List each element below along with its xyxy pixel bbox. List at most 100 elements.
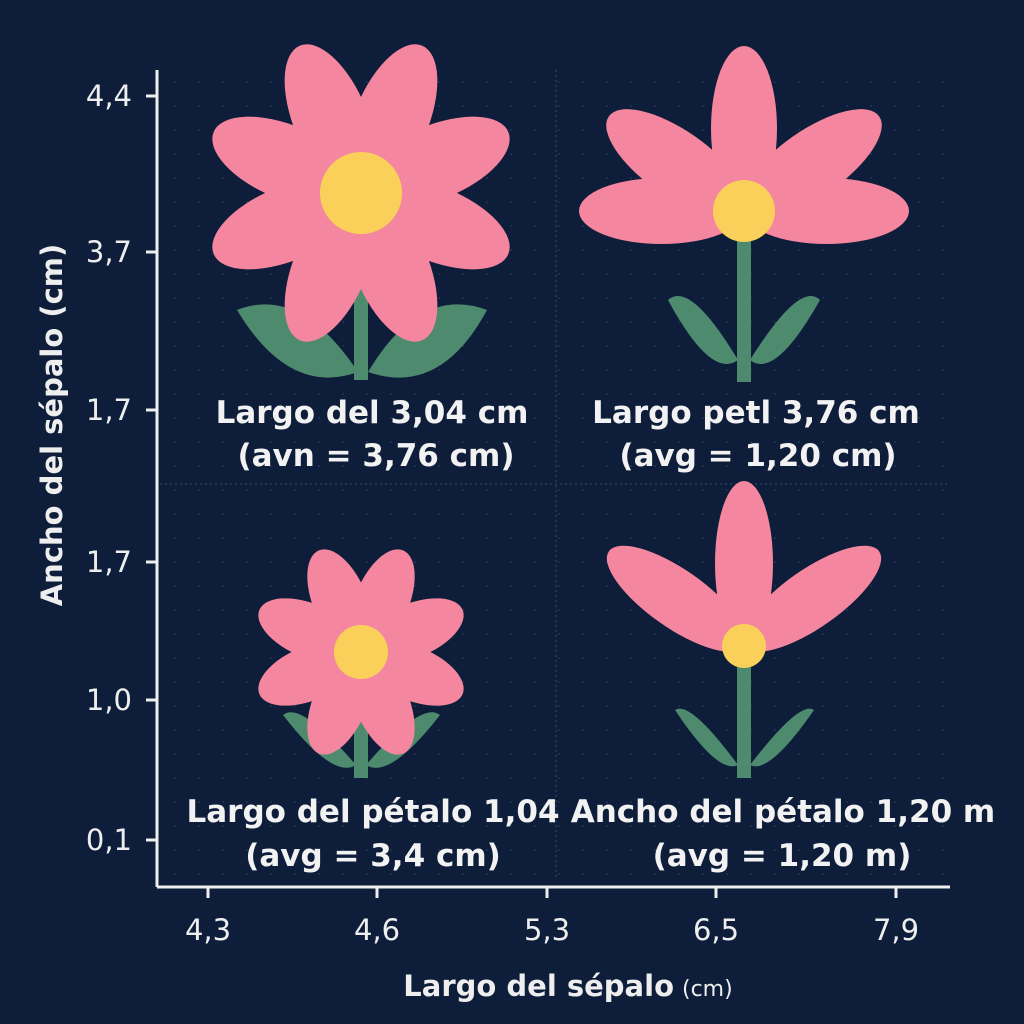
grid-dot: [198, 705, 200, 707]
panel-label-line1: Ancho del pétalo 1,20 m: [571, 794, 995, 830]
grid-dot: [942, 633, 944, 635]
grid-dot: [198, 825, 200, 827]
grid-dot: [630, 249, 632, 251]
grid-dot: [750, 825, 752, 827]
grid-dot: [894, 681, 896, 683]
grid-dot: [606, 681, 608, 683]
grid-dot: [678, 369, 680, 371]
grid-dot: [462, 81, 464, 83]
grid-dot: [678, 105, 680, 107]
grid-dot: [726, 801, 728, 803]
grid-dot: [630, 609, 632, 611]
grid-dot: [702, 393, 704, 395]
grid-dot: [222, 801, 224, 803]
grid-dot: [654, 825, 656, 827]
grid-dot: [462, 441, 464, 443]
grid-dot: [390, 489, 392, 491]
grid-dot: [174, 537, 176, 539]
grid-dot: [846, 537, 848, 539]
grid-dot: [918, 177, 920, 179]
grid-dot: [918, 513, 920, 515]
grid-dot: [582, 489, 584, 491]
grid-dot: [942, 177, 944, 179]
grid-dot: [174, 729, 176, 731]
grid-dot: [630, 705, 632, 707]
grid-dot: [798, 417, 800, 419]
leaf: [750, 708, 814, 767]
grid-dot: [582, 225, 584, 227]
x-tick-label: 6,5: [693, 913, 739, 947]
grid-dot: [894, 705, 896, 707]
grid-dot: [342, 465, 344, 467]
grid-dot: [534, 129, 536, 131]
grid-dot: [702, 105, 704, 107]
grid-dot: [774, 273, 776, 275]
grid-dot: [510, 729, 512, 731]
grid-dot: [678, 465, 680, 467]
grid-dot: [198, 321, 200, 323]
grid-dot: [846, 513, 848, 515]
grid-dot: [702, 825, 704, 827]
grid-dot: [510, 441, 512, 443]
grid-dot: [486, 729, 488, 731]
grid-dot: [438, 849, 440, 851]
grid-dot: [894, 441, 896, 443]
grid-dot: [510, 561, 512, 563]
grid-dot: [558, 345, 560, 347]
grid-dot: [870, 657, 872, 659]
grid-dot: [822, 537, 824, 539]
grid-dot: [462, 489, 464, 491]
grid-dot: [198, 873, 200, 875]
grid-dot: [678, 561, 680, 563]
grid-dot: [822, 81, 824, 83]
grid-dot: [798, 297, 800, 299]
grid-dot: [366, 441, 368, 443]
grid-dot: [462, 273, 464, 275]
grid-dot: [438, 777, 440, 779]
grid-dot: [822, 393, 824, 395]
grid-dot: [390, 393, 392, 395]
grid-dot: [222, 393, 224, 395]
grid-dot: [894, 729, 896, 731]
grid-dot: [510, 609, 512, 611]
x-tick-label: 7,9: [873, 913, 919, 947]
grid-dot: [174, 417, 176, 419]
grid-dot: [582, 273, 584, 275]
grid-dot: [558, 801, 560, 803]
grid-dot: [510, 369, 512, 371]
grid-dot: [198, 369, 200, 371]
grid-dot: [870, 105, 872, 107]
grid-dot: [534, 225, 536, 227]
grid-dot: [174, 345, 176, 347]
grid-dot: [558, 129, 560, 131]
grid-dot: [558, 441, 560, 443]
grid-dot: [894, 657, 896, 659]
grid-dot: [606, 705, 608, 707]
grid-dot: [534, 105, 536, 107]
grid-dot: [366, 513, 368, 515]
grid-dot: [942, 225, 944, 227]
grid-dot: [942, 873, 944, 875]
grid-dot: [246, 489, 248, 491]
grid-dot: [246, 81, 248, 83]
grid-dot: [894, 345, 896, 347]
grid-dot: [870, 609, 872, 611]
grid-dot: [654, 321, 656, 323]
grid-dot: [582, 633, 584, 635]
grid-dot: [534, 321, 536, 323]
grid-dot: [894, 465, 896, 467]
grid-dot: [558, 81, 560, 83]
grid-dot: [294, 489, 296, 491]
grid-dot: [750, 417, 752, 419]
grid-dot: [582, 345, 584, 347]
grid-dot: [462, 801, 464, 803]
grid-dot: [918, 321, 920, 323]
grid-dot: [678, 825, 680, 827]
grid-dot: [366, 393, 368, 395]
grid-dot: [822, 249, 824, 251]
grid-dot: [702, 417, 704, 419]
grid-dot: [486, 537, 488, 539]
grid-dot: [198, 393, 200, 395]
grid-dot: [942, 657, 944, 659]
grid-dot: [174, 681, 176, 683]
